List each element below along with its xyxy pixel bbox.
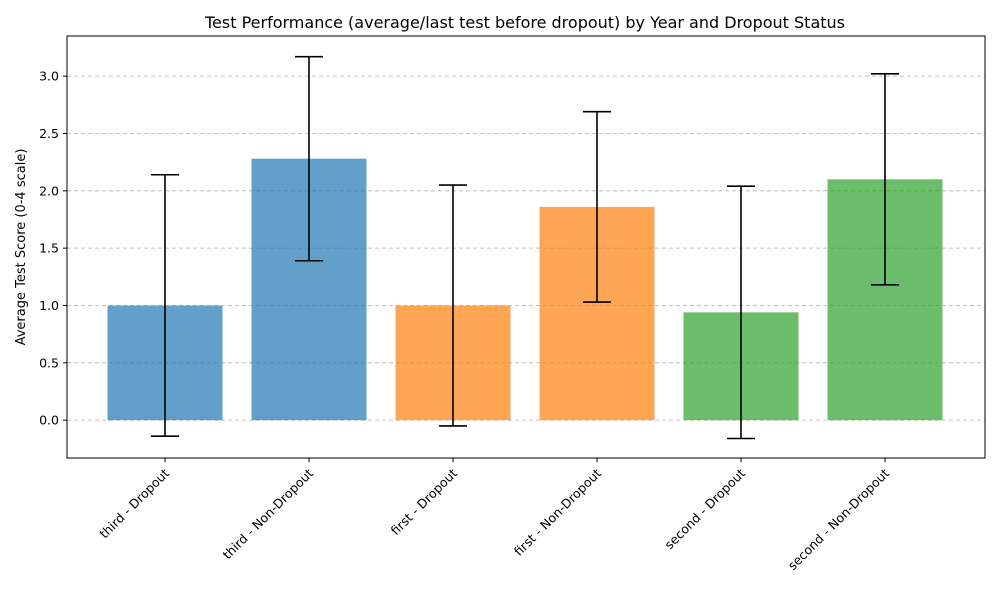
x-tick-label: second - Non-Dropout <box>785 465 893 573</box>
plot-frame <box>66 35 986 459</box>
x-tick-label: first - Dropout <box>388 465 460 537</box>
y-tick-label: 0.0 <box>39 413 59 428</box>
y-tick-label: 1.5 <box>39 241 59 256</box>
y-tick-label: 2.5 <box>39 126 59 141</box>
y-axis-ticks: 0.0 0.5 1.0 1.5 2.0 2.5 3.0 <box>39 69 67 428</box>
x-tick-label: third - Dropout <box>96 465 172 541</box>
y-tick-label: 2.0 <box>39 183 59 198</box>
y-tick-label: 3.0 <box>39 69 59 84</box>
x-tick-label: third - Non-Dropout <box>220 465 317 562</box>
bars <box>107 158 943 421</box>
y-tick-label: 0.5 <box>39 355 59 370</box>
y-axis-title: Average Test Score (0-4 scale) <box>14 149 29 346</box>
x-tick-label: first - Non-Dropout <box>511 465 604 558</box>
chart-title: Test Performance (average/last test befo… <box>204 13 845 32</box>
x-axis-ticks: third - Dropout third - Non-Dropout first … <box>96 458 892 573</box>
y-tick-label: 1.0 <box>39 298 59 313</box>
error-bars <box>151 55 899 440</box>
x-tick-label: second - Dropout <box>661 465 748 552</box>
